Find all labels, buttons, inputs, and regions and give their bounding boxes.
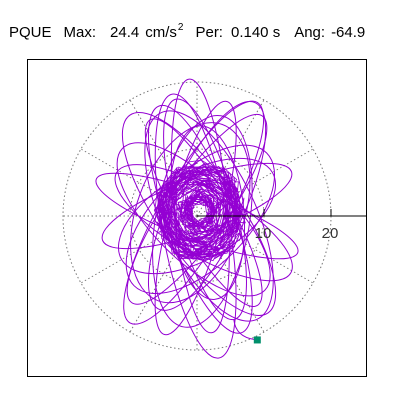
radial-spoke [79, 215, 198, 284]
angle-label: Ang: [294, 24, 326, 41]
trace-dense-core [153, 159, 246, 262]
trace-layer [95, 78, 299, 359]
plot-frame [27, 59, 367, 377]
max-label: Max: [63, 24, 97, 41]
max-unit: cm/s [145, 24, 177, 41]
chart-header: PQUE Max: 24.4 cm/s 2 Per: 0.140 s Ang: … [9, 19, 365, 41]
max-value: 24.4 [110, 24, 140, 41]
radial-spoke [129, 98, 198, 217]
trace-end-marker [253, 336, 261, 344]
max-unit-power: 2 [177, 22, 184, 33]
trace-loop [130, 122, 251, 304]
radial-spoke [196, 215, 265, 334]
angle-value: -64.9 [331, 24, 366, 41]
period-label: Per: [195, 24, 223, 41]
radial-tick-label-20: 20 [322, 225, 339, 242]
radial-spoke [196, 148, 315, 217]
radial-spoke [129, 215, 198, 334]
radial-spoke [79, 148, 198, 217]
period-value: 0.140 s [230, 24, 281, 41]
radial-spoke [196, 98, 265, 217]
station-code: PQUE [9, 24, 52, 41]
radial-tick-label-10: 10 [255, 225, 272, 242]
radial-spoke [196, 215, 315, 284]
trace-loop [114, 164, 293, 282]
